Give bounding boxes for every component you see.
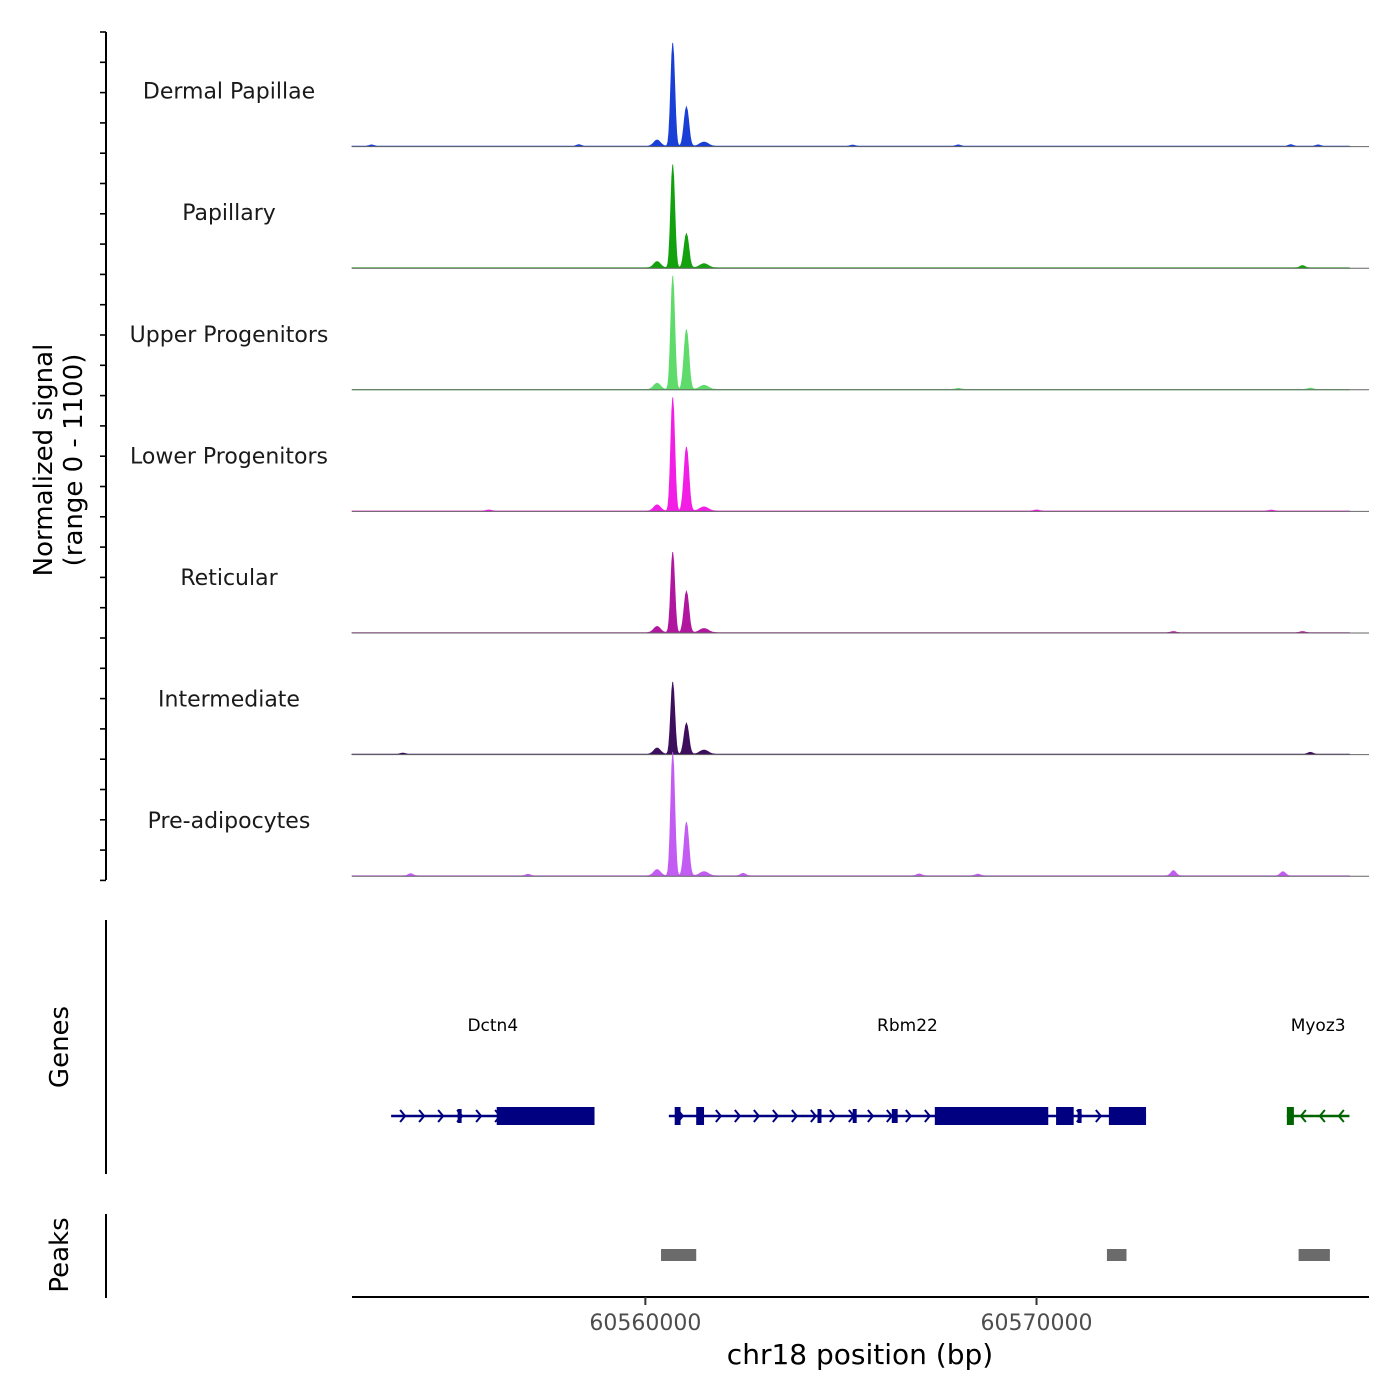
genes-axis-title: Genes	[45, 1006, 75, 1088]
strand-arrow	[772, 1109, 780, 1123]
coverage-y-ticks	[100, 31, 106, 882]
gene-exon	[1286, 1107, 1294, 1125]
strand-arrow	[715, 1109, 723, 1123]
coverage-tracks: Dermal Papillae Papillary Upper Progenitor…	[130, 42, 1369, 877]
gene-exon	[852, 1109, 857, 1123]
peak-regions	[661, 1249, 1330, 1261]
peak-region	[1106, 1249, 1127, 1261]
track-signal-area	[351, 681, 1350, 755]
track-signal-area	[351, 551, 1350, 634]
gene-exon	[817, 1109, 822, 1123]
track-lower-progenitors: Lower Progenitors	[130, 397, 1369, 512]
track-pre-adipocytes: Pre-adipocytes	[148, 751, 1369, 877]
x-tick-label: 60570000	[981, 1311, 1093, 1336]
track-papillary: Papillary	[182, 164, 1369, 269]
x-tick-label: 60560000	[589, 1311, 701, 1336]
strand-arrow	[1337, 1109, 1345, 1123]
strand-arrow	[734, 1109, 742, 1123]
gene-exon	[1108, 1107, 1147, 1125]
track-label: Dermal Papillae	[143, 80, 315, 105]
gene-myoz3: Myoz3	[1286, 1016, 1350, 1125]
genes-panel: Genes Dctn4 Rbm22 Myoz3	[45, 920, 1350, 1174]
strand-arrow	[810, 1109, 818, 1123]
gene-rbm22: Rbm22	[668, 1016, 1147, 1125]
strand-arrow	[867, 1109, 875, 1123]
track-label: Papillary	[182, 201, 276, 226]
gene-label: Rbm22	[877, 1016, 938, 1036]
x-axis-title: chr18 position (bp)	[727, 1338, 993, 1371]
track-upper-progenitors: Upper Progenitors	[130, 275, 1369, 391]
track-signal-area	[351, 275, 1350, 391]
coverage-panel: Normalized signal (range 0 - 1100) Derma…	[29, 31, 1369, 882]
peak-region	[661, 1249, 697, 1261]
track-label: Lower Progenitors	[130, 444, 328, 469]
peaks-panel: Peaks	[45, 1214, 1330, 1298]
strand-arrow	[829, 1109, 837, 1123]
strand-arrow	[905, 1109, 913, 1123]
track-signal-area	[351, 751, 1350, 877]
track-signal-area	[351, 42, 1350, 147]
strand-arrow	[418, 1109, 426, 1123]
gene-exon	[457, 1109, 462, 1123]
strand-arrow	[437, 1109, 445, 1123]
gene-exon	[1077, 1109, 1082, 1123]
strand-arrow	[475, 1109, 483, 1123]
gene-models: Dctn4 Rbm22 Myoz3	[391, 1016, 1350, 1125]
track-label: Pre-adipocytes	[148, 809, 311, 834]
strand-arrow	[753, 1109, 761, 1123]
track-intermediate: Intermediate	[158, 681, 1369, 756]
track-dermal-papillae: Dermal Papillae	[143, 42, 1369, 148]
strand-arrow	[924, 1109, 932, 1123]
strand-arrow	[1299, 1109, 1307, 1123]
track-label: Upper Progenitors	[130, 323, 329, 348]
strand-arrow	[1095, 1109, 1103, 1123]
track-label: Reticular	[180, 566, 278, 591]
x-axis: 60560000 60570000 chr18 position (bp)	[352, 1296, 1369, 1371]
track-reticular: Reticular	[180, 551, 1369, 634]
gene-exon	[891, 1109, 898, 1123]
gene-exon	[674, 1107, 681, 1125]
x-axis-ticks: 60560000 60570000	[589, 1297, 1093, 1336]
gene-exon	[1056, 1107, 1074, 1125]
peak-region	[1298, 1249, 1330, 1261]
gene-exon	[696, 1107, 705, 1125]
track-signal-area	[351, 164, 1350, 269]
strand-arrow	[399, 1109, 407, 1123]
gene-label: Myoz3	[1291, 1016, 1346, 1036]
gene-label: Dctn4	[467, 1016, 518, 1036]
y-axis-title-line1: Normalized signal	[29, 344, 59, 577]
track-signal-area	[351, 397, 1350, 512]
y-axis-title-line2: (range 0 - 1100)	[59, 354, 89, 567]
track-label: Intermediate	[158, 688, 300, 713]
gene-dctn4: Dctn4	[391, 1016, 595, 1125]
peaks-axis-title: Peaks	[45, 1217, 75, 1292]
strand-arrow	[1318, 1109, 1326, 1123]
strand-arrow	[791, 1109, 799, 1123]
gene-exon	[934, 1107, 1049, 1125]
gene-exon	[496, 1107, 595, 1125]
